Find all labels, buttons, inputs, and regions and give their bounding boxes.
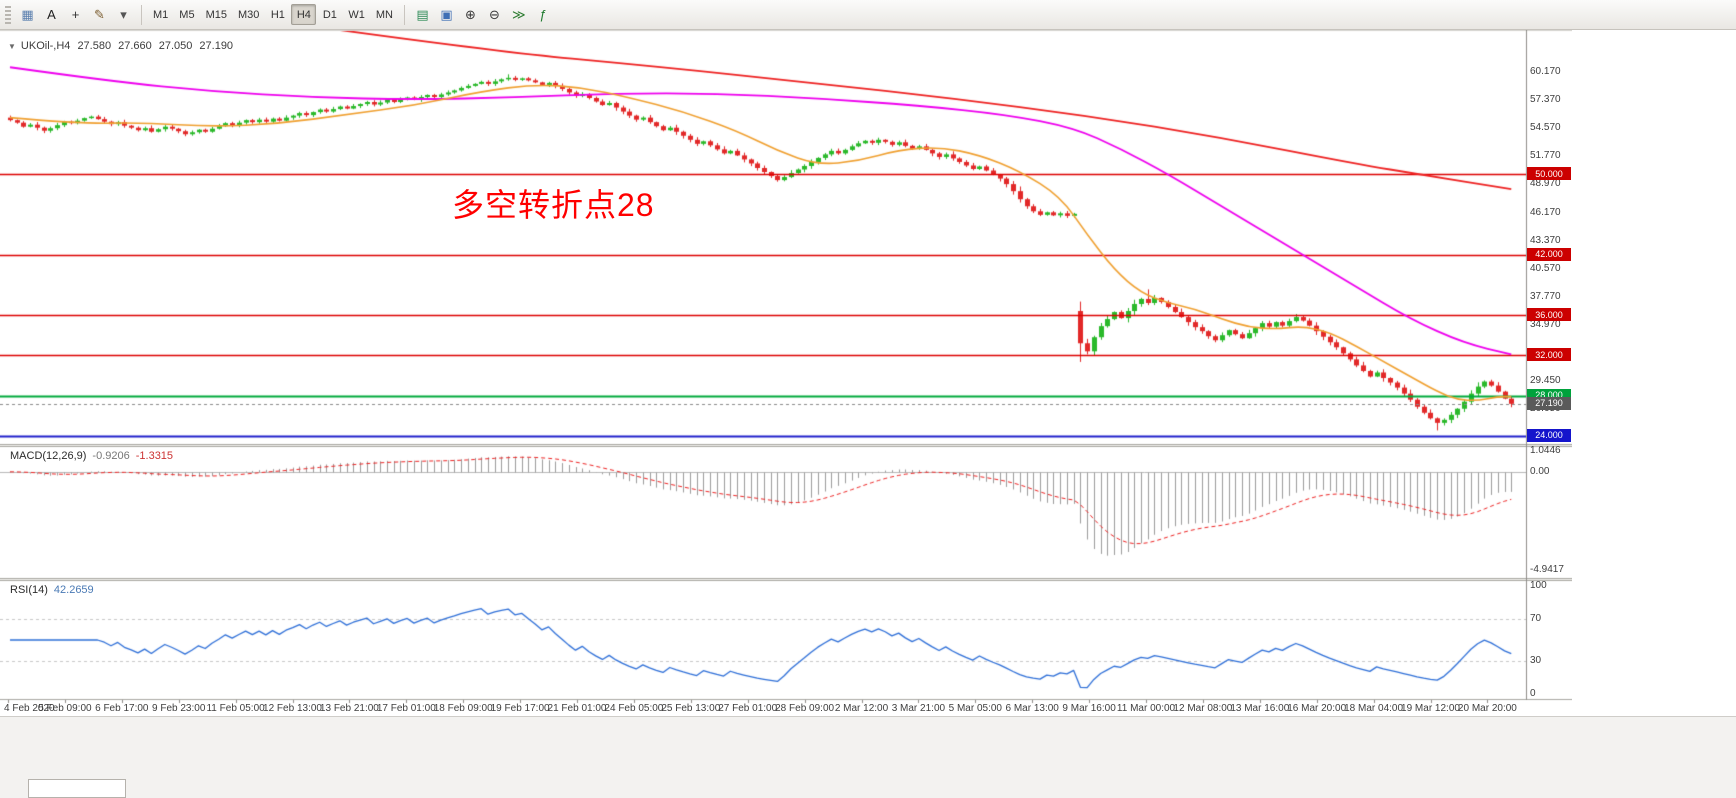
chart-symbol-period: UKOil-,H4 [20, 40, 71, 52]
rsi-value: 42.2659 [53, 584, 94, 596]
timeframe-h4-button[interactable]: H4 [291, 4, 317, 25]
timeframe-w1-button[interactable]: W1 [348, 8, 365, 21]
toolbar-separator [141, 4, 142, 25]
toolbar: ▦ A + ✎ ▾ M1 M5 M15 M30 H1 H4 D1 W1 MN ▤ ▣ ⊕ ⊖ ≫ ƒ [0, 0, 1736, 30]
indicators-icon[interactable]: ƒ [539, 7, 547, 22]
toolbar-left-group: ▦ A + ✎ ▾ [16, 4, 135, 25]
timeframe-m5-button[interactable]: M5 [179, 8, 195, 21]
chart-window: 60.170 57.370 54.570 51.770 48.970 46.170 43.3… [0, 30, 1572, 716]
timeframe-m15-button[interactable]: M15 [205, 8, 227, 21]
status-area [0, 716, 1736, 798]
charts-list-icon[interactable]: ▦ [21, 6, 34, 22]
zoom-in-icon[interactable]: ⊕ [465, 6, 476, 22]
timeframe-toolbar: M1 M5 M15 M30 H1 H4 D1 W1 MN [148, 4, 398, 25]
macd-indicator-label: MACD(12,26,9) -0.9206 -1.3315 [10, 450, 173, 462]
toolbar-grip[interactable] [5, 5, 11, 24]
tile-windows-icon[interactable]: ▣ [440, 6, 453, 22]
rsi-indicator-label: RSI(14) 42.2659 [10, 584, 94, 596]
zoom-out-icon[interactable]: ⊖ [489, 6, 500, 22]
collapse-chart-icon[interactable]: ▼ [8, 41, 16, 51]
chart-annotation-text[interactable]: 多空转折点28 [452, 187, 655, 223]
timeframe-mn-button[interactable]: MN [375, 8, 393, 21]
dropdown-arrow-icon[interactable]: ▾ [120, 6, 127, 22]
chart-title: ▼ UKOil-,H4 27.580 27.660 27.050 27.190 [8, 40, 233, 52]
timeframe-m1-button[interactable]: M1 [153, 8, 169, 21]
macd-main-value: -0.9206 [92, 450, 130, 462]
auto-scroll-icon[interactable]: ≫ [511, 6, 526, 22]
timeframe-d1-button[interactable]: D1 [322, 8, 337, 21]
new-order-icon[interactable]: ▤ [416, 6, 429, 22]
price-chart-canvas[interactable] [0, 30, 1572, 716]
timeframe-h1-button[interactable]: H1 [270, 8, 285, 21]
cursor-tool-icon[interactable]: A [47, 7, 56, 22]
chart-close-value: 27.190 [199, 40, 234, 52]
crosshair-tool-icon[interactable]: + [71, 7, 80, 22]
bottom-left-box [28, 779, 126, 798]
chart-high-value: 27.660 [118, 40, 152, 52]
macd-signal-value: -1.3315 [135, 450, 174, 462]
toolbar-separator [403, 4, 405, 25]
rsi-name: RSI(14) [10, 584, 48, 596]
macd-name: MACD(12,26,9) [10, 450, 87, 462]
chart-low-value: 27.050 [158, 40, 193, 52]
draw-tools-icon[interactable]: ✎ [94, 6, 105, 22]
chart-open-value: 27.580 [77, 40, 112, 52]
timeframe-m30-button[interactable]: M30 [237, 8, 260, 21]
toolbar-right-group: ▤ ▣ ⊕ ⊖ ≫ ƒ [411, 4, 555, 25]
